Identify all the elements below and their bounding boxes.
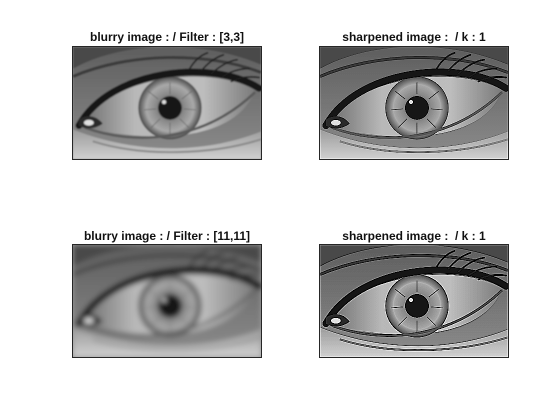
panel-title-blurry-3x3: blurry image : / Filter : [3,3] (89, 30, 245, 44)
eye-image-blurry-3x3 (72, 46, 262, 160)
eye-image-sharpened-1 (319, 46, 509, 160)
eye-image-sharpened-2 (319, 244, 509, 358)
panel-title-blurry-11x11: blurry image : / Filter : [11,11] (83, 229, 251, 243)
panel-title-sharpened-1: sharpened image : / k : 1 (342, 30, 486, 44)
panel-title-sharpened-2: sharpened image : / k : 1 (342, 229, 486, 243)
eye-image-blurry-11x11 (72, 244, 262, 358)
